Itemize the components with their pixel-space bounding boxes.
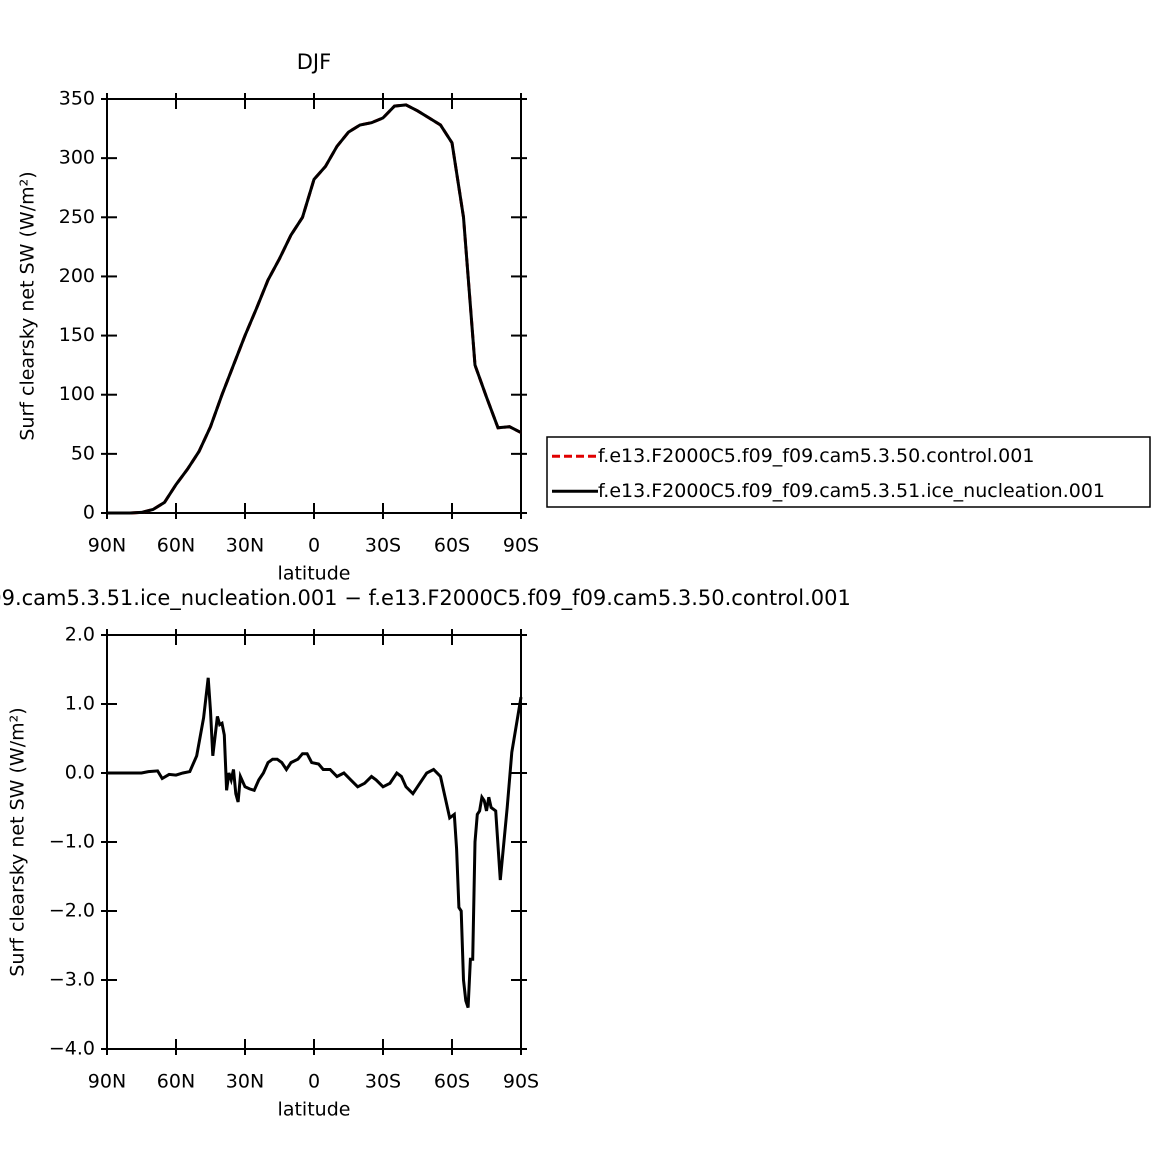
- y-tick-label: 250: [59, 206, 95, 228]
- y-axis-label: Surf clearsky net SW (W/m²): [7, 707, 29, 976]
- chart-title: f.e13.F2000C5.f09_f09.cam5.3.51.ice_nucl…: [0, 586, 851, 611]
- x-tick-label: 90S: [503, 1071, 539, 1093]
- x-tick-label: 30N: [226, 1071, 264, 1093]
- x-tick-label: 60S: [434, 1071, 470, 1093]
- y-tick-label: −4.0: [49, 1038, 95, 1060]
- y-tick-label: −2.0: [49, 900, 95, 922]
- y-tick-label: 100: [59, 383, 95, 405]
- x-tick-label: 30S: [365, 1071, 401, 1093]
- y-tick-label: −1.0: [49, 831, 95, 853]
- x-tick-label: 90N: [88, 535, 126, 557]
- x-tick-label: 60N: [157, 1071, 195, 1093]
- y-tick-label: 1.0: [65, 693, 95, 715]
- y-tick-label: 50: [71, 442, 95, 464]
- x-axis-label: latitude: [278, 563, 351, 585]
- y-axis-label: Surf clearsky net SW (W/m²): [17, 171, 39, 440]
- y-tick-label: −3.0: [49, 969, 95, 991]
- x-tick-label: 60S: [434, 535, 470, 557]
- y-tick-label: 0.0: [65, 762, 95, 784]
- y-tick-label: 150: [59, 324, 95, 346]
- legend-label: f.e13.F2000C5.f09_f09.cam5.3.50.control.…: [598, 445, 1034, 467]
- x-tick-label: 90S: [503, 535, 539, 557]
- x-tick-label: 30S: [365, 535, 401, 557]
- x-tick-label: 60N: [157, 535, 195, 557]
- y-tick-label: 300: [59, 147, 95, 169]
- plot-frame: [106, 634, 522, 1050]
- x-axis-label: latitude: [278, 1099, 351, 1121]
- plot-frame: [106, 98, 522, 514]
- data-line: [107, 103, 522, 515]
- chart-title: DJF: [297, 50, 331, 74]
- x-tick-label: 30N: [226, 535, 264, 557]
- x-tick-label: 90N: [88, 1071, 126, 1093]
- y-tick-label: 350: [59, 88, 95, 110]
- x-tick-label: 0: [308, 1071, 320, 1093]
- legend-label: f.e13.F2000C5.f09_f09.cam5.3.51.ice_nucl…: [598, 480, 1105, 502]
- legend-box: [546, 436, 1151, 508]
- x-tick-label: 0: [308, 535, 320, 557]
- y-tick-label: 2.0: [65, 624, 95, 646]
- data-line: [107, 677, 523, 1009]
- y-tick-label: 0: [83, 502, 95, 524]
- y-tick-label: 200: [59, 265, 95, 287]
- data-line: [107, 103, 522, 515]
